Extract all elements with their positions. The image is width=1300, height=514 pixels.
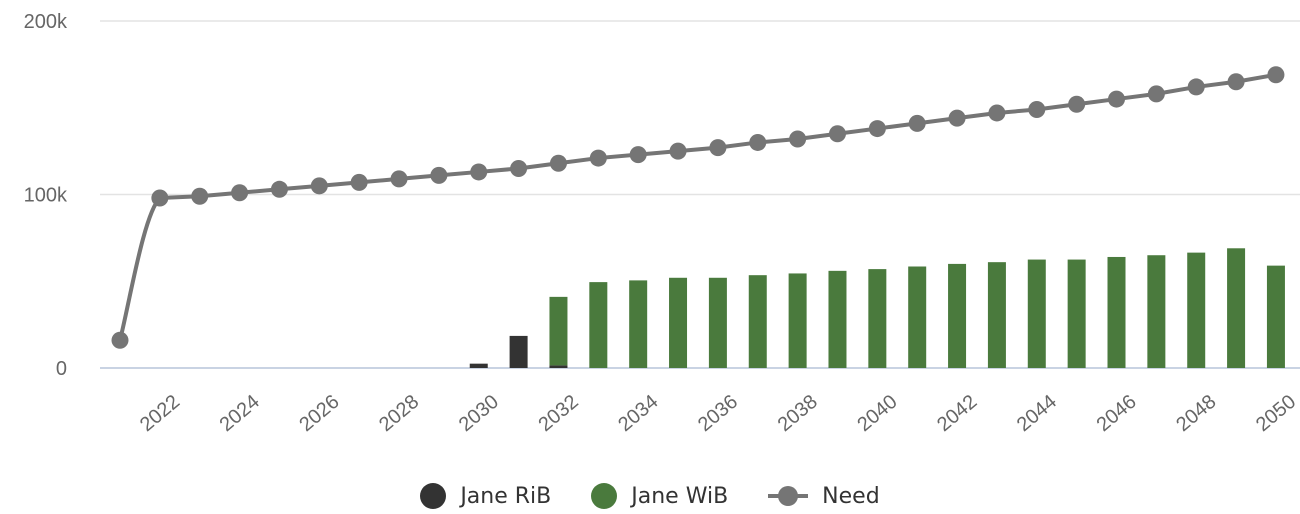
legend-label-need: Need: [822, 483, 880, 509]
need-point: [1147, 85, 1165, 103]
x-tick-label: 2026: [295, 391, 343, 436]
bar-jane-wib: [788, 273, 807, 368]
bar-jane-wib: [629, 280, 648, 368]
legend-marker-need: [768, 486, 809, 506]
bar-jane-wib: [1187, 252, 1206, 368]
need-point: [1267, 66, 1285, 84]
need-point: [111, 331, 129, 349]
bar-jane-wib: [987, 262, 1006, 368]
x-tick-label: 2042: [933, 391, 981, 436]
x-tick-label: 2046: [1093, 391, 1141, 436]
bar-jane-wib: [589, 282, 608, 368]
x-tick-label: 2050: [1252, 391, 1300, 436]
need-point: [589, 149, 607, 167]
bar-jane-wib: [748, 275, 767, 368]
need-point: [828, 125, 846, 143]
bar-jane-wib: [1266, 265, 1285, 368]
need-point: [470, 163, 488, 181]
need-point: [350, 173, 368, 191]
x-tick-label: 2036: [694, 391, 742, 436]
legend: Jane RiB Jane WiB Need: [0, 478, 1300, 514]
legend-item-need[interactable]: Need: [768, 484, 880, 509]
x-tick-label: 2030: [455, 391, 503, 436]
bar-jane-wib: [1107, 256, 1126, 368]
bar-jane-wib: [908, 266, 927, 368]
bar-jane-rib: [549, 365, 568, 368]
x-tick-label: 2024: [216, 391, 264, 436]
need-point: [948, 109, 966, 127]
legend-label-jane-rib: Jane RiB: [460, 483, 552, 509]
need-point: [1227, 73, 1245, 91]
x-tick-label: 2044: [1013, 391, 1061, 436]
need-point: [231, 184, 249, 202]
bar-jane-wib: [868, 269, 887, 368]
need-point: [430, 166, 448, 184]
x-tick-label: 2028: [375, 391, 423, 436]
bar-jane-wib: [1067, 259, 1086, 368]
need-point: [789, 130, 807, 148]
legend-marker-jane-rib: [420, 483, 447, 509]
x-tick-label: 2022: [136, 391, 184, 436]
x-tick-label: 2034: [614, 391, 662, 436]
bar-jane-wib: [549, 296, 568, 366]
need-point: [1068, 95, 1086, 113]
need-point: [908, 114, 926, 132]
bar-jane-wib: [708, 277, 727, 368]
need-point: [270, 180, 288, 198]
legend-item-jane-wib[interactable]: Jane WiB: [591, 483, 728, 509]
legend-item-jane-rib[interactable]: Jane RiB: [420, 483, 551, 509]
need-point: [988, 104, 1006, 122]
need-point: [629, 146, 647, 164]
bar-jane-wib: [1147, 255, 1166, 368]
x-tick-label: 2048: [1172, 391, 1220, 436]
x-tick-label: 2038: [774, 391, 822, 436]
need-point: [709, 139, 727, 157]
x-tick-label: 2032: [534, 391, 582, 436]
bar-jane-wib: [1027, 259, 1046, 368]
bar-jane-rib: [509, 335, 528, 368]
y-tick-label: 100k: [24, 185, 68, 207]
need-point: [549, 154, 567, 172]
need-point: [310, 177, 328, 195]
legend-marker-jane-wib: [591, 483, 618, 509]
need-point: [151, 189, 169, 207]
grid-lines: [100, 20, 1300, 369]
need-line-path: [118, 72, 1277, 341]
need-point: [191, 187, 209, 205]
need-point: [390, 170, 408, 188]
x-axis-ticks: 2022 2024 2026 2028 2030 2032 2034 2036 2038 2040…: [136, 391, 1300, 436]
need-point: [1028, 100, 1046, 118]
need-point: [1108, 90, 1125, 108]
bar-jane-wib: [948, 263, 967, 368]
need-point: [749, 133, 767, 151]
need-line: [111, 66, 1285, 349]
bar-jane-wib: [828, 270, 847, 368]
bar-jane-rib: [469, 363, 488, 368]
x-tick-label: 2040: [853, 391, 901, 436]
need-point: [868, 120, 886, 138]
y-tick-label: 200k: [24, 11, 68, 33]
need-point: [510, 159, 528, 177]
need-point: [669, 142, 687, 160]
legend-label-jane-wib: Jane WiB: [631, 483, 729, 509]
bars: [469, 248, 1285, 368]
bar-jane-wib: [1227, 248, 1246, 368]
need-point: [1187, 78, 1205, 96]
bar-jane-wib: [669, 277, 688, 368]
y-axis-ticks: 0 100k 200k: [24, 11, 68, 380]
y-tick-label: 0: [56, 358, 67, 380]
